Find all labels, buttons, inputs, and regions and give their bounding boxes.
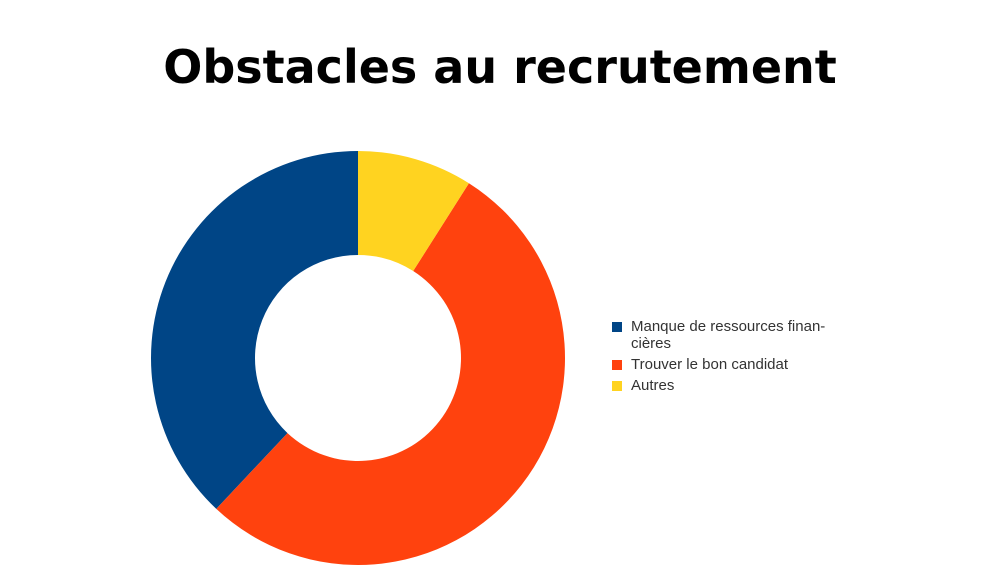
donut-segment <box>216 183 566 566</box>
legend-swatch <box>612 322 622 332</box>
donut-segment <box>358 151 469 272</box>
chart-title: Obstacles au recrutement <box>163 40 837 94</box>
legend: Manque de ressources finan-cières Trouver… <box>612 318 862 398</box>
legend-swatch <box>612 360 622 370</box>
legend-item: Autres <box>612 377 862 394</box>
legend-swatch <box>612 381 622 391</box>
legend-label: Trouver le bon candidat <box>631 356 789 373</box>
donut-segment <box>151 151 358 509</box>
legend-label: Manque de ressources finan-cières <box>631 318 826 352</box>
legend-item: Trouver le bon candidat <box>612 356 862 373</box>
legend-label: Autres <box>631 377 675 394</box>
legend-item: Manque de ressources finan-cières <box>612 318 862 352</box>
